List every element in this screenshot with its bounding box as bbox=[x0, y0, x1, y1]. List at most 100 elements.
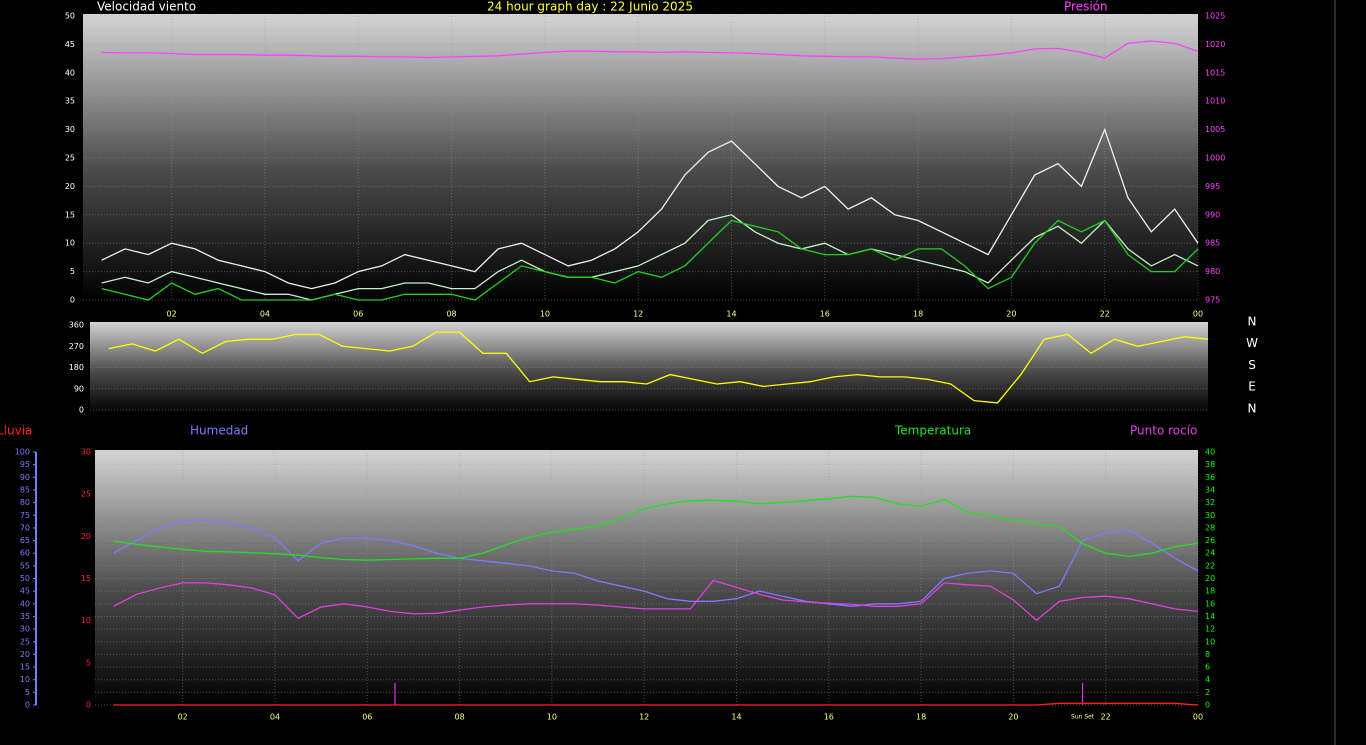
x-tick-label: 02 bbox=[167, 310, 177, 319]
y-tick-label: 25 bbox=[20, 637, 30, 646]
y-tick-label: 85 bbox=[20, 485, 30, 494]
y-tick-label: 25 bbox=[81, 490, 91, 499]
y-tick-label: 45 bbox=[65, 40, 75, 49]
y-tick-label: 10 bbox=[20, 675, 30, 684]
y-tick-label: 16 bbox=[1205, 599, 1215, 608]
y-tick-label: 1025 bbox=[1205, 12, 1225, 21]
x-tick-label: 00 bbox=[1193, 713, 1203, 722]
y-tick-label: 30 bbox=[20, 625, 30, 634]
x-tick-label: 08 bbox=[454, 713, 464, 722]
y-tick-label: 5 bbox=[25, 688, 30, 697]
y-tick-label: 100 bbox=[15, 448, 30, 457]
y-tick-label: 985 bbox=[1205, 239, 1220, 248]
x-tick-label: 04 bbox=[260, 310, 270, 319]
x-tick-label: 06 bbox=[362, 713, 372, 722]
y-tick-label: 30 bbox=[81, 448, 91, 457]
compass-label: N bbox=[1248, 315, 1257, 329]
x-tick-label: 14 bbox=[726, 310, 736, 319]
y-tick-label: 45 bbox=[20, 587, 30, 596]
y-tick-label: 1010 bbox=[1205, 97, 1225, 106]
y-tick-label: 40 bbox=[1205, 448, 1215, 457]
x-tick-label: 18 bbox=[916, 713, 926, 722]
series-line bbox=[108, 331, 1209, 404]
y-tick-label: 0 bbox=[79, 406, 84, 415]
y-tick-label: 20 bbox=[20, 650, 30, 659]
y-tick-label: 2 bbox=[1205, 688, 1210, 697]
x-tick-label: 04 bbox=[270, 713, 280, 722]
y-tick-label: 5 bbox=[70, 267, 75, 276]
y-tick-label: 980 bbox=[1205, 267, 1220, 276]
y-tick-label: 14 bbox=[1205, 612, 1215, 621]
x-tick-label: 10 bbox=[547, 713, 557, 722]
y-tick-label: 38 bbox=[1205, 460, 1215, 469]
y-tick-label: 975 bbox=[1205, 296, 1220, 305]
y-tick-label: 90 bbox=[20, 473, 30, 482]
y-tick-label: 40 bbox=[65, 68, 75, 77]
sun-label: Sun Set bbox=[1071, 714, 1095, 721]
y-tick-label: 0 bbox=[1205, 701, 1210, 710]
y-tick-label: 30 bbox=[65, 125, 75, 134]
y-tick-label: 75 bbox=[20, 511, 30, 520]
x-tick-label: 12 bbox=[633, 310, 643, 319]
x-tick-label: 16 bbox=[820, 310, 830, 319]
y-tick-label: 10 bbox=[81, 616, 91, 625]
series-label: Humedad bbox=[190, 424, 248, 438]
y-tick-label: 50 bbox=[20, 574, 30, 583]
y-tick-label: 26 bbox=[1205, 536, 1215, 545]
direction-panel bbox=[90, 322, 1208, 413]
y-tick-label: 1000 bbox=[1205, 154, 1225, 163]
y-tick-label: 6 bbox=[1205, 663, 1210, 672]
compass-label: S bbox=[1248, 358, 1256, 372]
y-tick-label: 50 bbox=[65, 12, 75, 21]
y-tick-label: 270 bbox=[69, 342, 84, 351]
wind-panel bbox=[83, 14, 1198, 302]
y-tick-label: 8 bbox=[1205, 650, 1210, 659]
y-tick-label: 34 bbox=[1205, 485, 1215, 494]
climate-panel bbox=[95, 450, 1198, 708]
y-tick-label: 1020 bbox=[1205, 40, 1225, 49]
y-tick-label: 4 bbox=[1205, 675, 1210, 684]
x-tick-label: 02 bbox=[178, 713, 188, 722]
series-label: Punto rocío bbox=[1130, 424, 1197, 438]
y-tick-label: 0 bbox=[86, 701, 91, 710]
y-tick-label: 0 bbox=[25, 701, 30, 710]
series-line bbox=[101, 219, 1199, 301]
x-tick-label: 12 bbox=[639, 713, 649, 722]
y-tick-label: 10 bbox=[1205, 637, 1215, 646]
x-tick-label: 06 bbox=[353, 310, 363, 319]
series-line bbox=[101, 214, 1199, 301]
y-tick-label: 40 bbox=[20, 599, 30, 608]
wind-label: Velocidad viento bbox=[97, 0, 196, 14]
compass-label: N bbox=[1248, 401, 1257, 415]
series-line bbox=[113, 519, 1199, 607]
y-tick-label: 70 bbox=[20, 523, 30, 532]
y-tick-label: 24 bbox=[1205, 549, 1215, 558]
y-tick-label: 15 bbox=[65, 210, 75, 219]
series-label: Temperatura bbox=[894, 424, 971, 438]
y-tick-label: 995 bbox=[1205, 182, 1220, 191]
x-tick-label: 00 bbox=[1193, 310, 1203, 319]
x-tick-label: 22 bbox=[1101, 713, 1111, 722]
x-tick-label: 18 bbox=[913, 310, 923, 319]
y-tick-label: 80 bbox=[20, 498, 30, 507]
x-tick-label: 16 bbox=[824, 713, 834, 722]
series-line bbox=[113, 495, 1199, 561]
y-tick-label: 15 bbox=[81, 574, 91, 583]
y-tick-label: 20 bbox=[1205, 574, 1215, 583]
y-tick-label: 15 bbox=[20, 663, 30, 672]
series-label: Lluvia bbox=[0, 424, 32, 438]
x-tick-label: 14 bbox=[731, 713, 741, 722]
compass-label: E bbox=[1248, 380, 1256, 394]
y-tick-label: 60 bbox=[20, 549, 30, 558]
y-tick-label: 28 bbox=[1205, 523, 1215, 532]
y-tick-label: 180 bbox=[69, 363, 84, 372]
y-tick-label: 10 bbox=[65, 239, 75, 248]
y-tick-label: 35 bbox=[65, 97, 75, 106]
x-tick-label: 22 bbox=[1100, 310, 1110, 319]
y-tick-label: 12 bbox=[1205, 625, 1215, 634]
y-tick-label: 20 bbox=[81, 532, 91, 541]
y-tick-label: 1015 bbox=[1205, 68, 1225, 77]
series-line bbox=[113, 579, 1199, 622]
y-tick-label: 25 bbox=[65, 154, 75, 163]
